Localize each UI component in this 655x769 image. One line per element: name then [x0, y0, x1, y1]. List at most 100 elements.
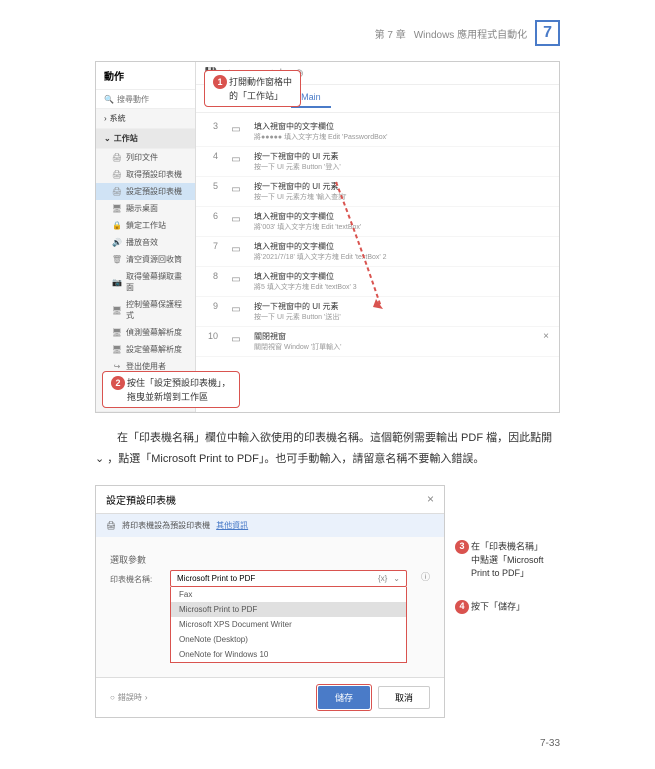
action-icon: ▭ — [228, 151, 244, 167]
flow-item[interactable]: 4 ▭ 按一下視窗中的 UI 元素 按一下 UI 元素 Button '登入' — [196, 147, 559, 177]
group-system[interactable]: 系統 — [96, 109, 195, 129]
flow-num: 10 — [206, 331, 218, 341]
flow-title: 按一下視窗中的 UI 元素 — [254, 181, 549, 192]
sidebar-item-get-printer[interactable]: 🖨取得預設印表機 — [96, 166, 195, 183]
lock-icon: 🔒 — [112, 221, 122, 231]
field-label: 印表機名稱: — [110, 570, 160, 585]
action-icon: ▭ — [228, 181, 244, 197]
dropdown-option[interactable]: Fax — [171, 587, 406, 602]
variable-icon[interactable]: {x} — [378, 574, 387, 583]
dropdown-option[interactable]: OneNote (Desktop) — [171, 632, 406, 647]
flow-num: 7 — [206, 241, 218, 251]
sidebar-item-desktop[interactable]: 🖥顯示桌面 — [96, 200, 195, 217]
camera-icon: 📷 — [112, 277, 122, 287]
flow-num: 9 — [206, 301, 218, 311]
header-title: Windows 應用程式自動化 — [414, 26, 527, 41]
screen-icon: 🖥 — [112, 305, 122, 315]
flow-title: 填入視窗中的文字欄位 — [254, 211, 549, 222]
flow-title: 按一下視窗中的 UI 元素 — [254, 301, 549, 312]
flow-title: 關閉視窗 — [254, 331, 533, 342]
sound-icon: 🔊 — [112, 238, 122, 248]
flow-num: 8 — [206, 271, 218, 281]
flow-title: 填入視窗中的文字欄位 — [254, 241, 549, 252]
flow-desc: 將'003' 填入文字方塊 Edit 'textBox' — [254, 222, 549, 232]
flow-num: 4 — [206, 151, 218, 161]
dialog-title: 設定預設印表機 — [106, 492, 176, 507]
trash-icon: 🗑 — [112, 255, 122, 265]
flow-item[interactable]: 3 ▭ 填入視窗中的文字欄位 將●●●●● 填入文字方塊 Edit 'Passw… — [196, 117, 559, 147]
sidebar-item-sound[interactable]: 🔊播放音效 — [96, 234, 195, 251]
dropdown-option[interactable]: OneNote for Windows 10 — [171, 647, 406, 662]
close-icon[interactable]: × — [543, 331, 549, 342]
sidebar-item-recycle[interactable]: 🗑清空資源回收筒 — [96, 251, 195, 268]
info-bar: 🖨 將印表機設為預設印表機 其他資訊 — [96, 514, 444, 537]
search-icon: 🔍 — [104, 94, 114, 104]
logout-icon: ↪ — [112, 362, 122, 372]
sidebar-item-screenshot[interactable]: 📷取得螢幕擷取畫面 — [96, 268, 195, 296]
flow-item[interactable]: 5 ▭ 按一下視窗中的 UI 元素 按一下 UI 元素方塊 '輸入查詢' — [196, 177, 559, 207]
chevron-right-icon — [104, 114, 107, 123]
close-icon[interactable]: × — [427, 492, 434, 507]
callout-num-1: 1 — [213, 75, 227, 89]
flow-item[interactable]: 8 ▭ 填入視窗中的文字欄位 將5 填入文字方塊 Edit 'textBox' … — [196, 267, 559, 297]
dropdown-option[interactable]: Microsoft XPS Document Writer — [171, 617, 406, 632]
flow-desc: 按一下 UI 元素 Button '登入' — [254, 162, 549, 172]
sidebar-item-set-res[interactable]: 🖥設定螢幕解析度 — [96, 341, 195, 358]
chapter-label: 第 7 章 — [375, 26, 406, 41]
action-icon: ▭ — [228, 271, 244, 287]
sidebar-item-print[interactable]: 🖨列印文件 — [96, 149, 195, 166]
flow-item[interactable]: 10 ▭ 關閉視窗 關閉視窗 Window '訂單輸入' × — [196, 327, 559, 357]
section-label: 選取參數 — [110, 553, 430, 566]
callout-2: 2按住「設定預設印表機」， 拖曳並新增到工作區 — [102, 371, 240, 408]
screenshot-printer-dialog: 設定預設印表機 × 🖨 將印表機設為預設印表機 其他資訊 選取參數 印表機名稱:… — [95, 485, 445, 718]
save-button[interactable]: 儲存 — [318, 686, 370, 709]
chevron-down-icon[interactable]: ⌄ — [393, 574, 400, 583]
flow-desc: 將'2021/7/18' 填入文字方塊 Edit 'textBox' 2 — [254, 252, 549, 262]
dropdown-option[interactable]: Microsoft Print to PDF — [171, 602, 406, 617]
group-workstation[interactable]: 工作站 — [96, 129, 195, 149]
flow-title: 填入視窗中的文字欄位 — [254, 271, 549, 282]
sidebar-item-detect-res[interactable]: 🖥偵測螢幕解析度 — [96, 324, 195, 341]
printer-combo[interactable]: Microsoft Print to PDF {x} ⌄ — [170, 570, 407, 587]
flow-item[interactable]: 6 ▭ 填入視窗中的文字欄位 將'003' 填入文字方塊 Edit 'textB… — [196, 207, 559, 237]
desktop-icon: 🖥 — [112, 204, 122, 214]
flow-main-area: 💾 ▷ □ ▷| ◉ 子流程 ⌄ Main 3 ▭ 填入視窗中的文字欄位 將●●… — [196, 62, 559, 412]
screen-icon: 🖥 — [112, 328, 122, 338]
printer-name-field: 印表機名稱: Microsoft Print to PDF {x} ⌄ FaxM… — [110, 570, 430, 663]
page-header: 第 7 章 Windows 應用程式自動化 7 — [95, 20, 560, 46]
search-row: 🔍 — [96, 90, 195, 109]
printer-icon: 🖨 — [112, 170, 122, 180]
printer-icon: 🖨 — [106, 521, 116, 530]
printer-dropdown: FaxMicrosoft Print to PDFMicrosoft XPS D… — [170, 587, 407, 663]
dialog-header: 設定預設印表機 × — [96, 486, 444, 514]
sidebar-item-screensaver[interactable]: 🖥控制螢幕保護程式 — [96, 296, 195, 324]
flow-item[interactable]: 9 ▭ 按一下視窗中的 UI 元素 按一下 UI 元素 Button '送出' — [196, 297, 559, 327]
flow-num: 6 — [206, 211, 218, 221]
chevron-down-icon — [104, 134, 111, 143]
action-icon: ▭ — [228, 331, 244, 347]
flow-num: 3 — [206, 121, 218, 131]
page-number: 7-33 — [95, 738, 560, 749]
flow-desc: 按一下 UI 元素方塊 '輸入查詢' — [254, 192, 549, 202]
sidebar-item-set-printer[interactable]: 🖨設定預設印表機 — [96, 183, 195, 200]
error-icon: ○ — [110, 693, 115, 702]
action-icon: ▭ — [228, 301, 244, 317]
sidebar-item-lock[interactable]: 🔒鎖定工作站 — [96, 217, 195, 234]
annotation-3: 3在「印表機名稱」 中點選「Microsoft Print to PDF」 — [455, 540, 544, 581]
info-link[interactable]: 其他資訊 — [216, 520, 248, 531]
action-icon: ▭ — [228, 121, 244, 137]
flow-desc: 將●●●●● 填入文字方塊 Edit 'PasswordBox' — [254, 132, 549, 142]
flow-item[interactable]: 7 ▭ 填入視窗中的文字欄位 將'2021/7/18' 填入文字方塊 Edit … — [196, 237, 559, 267]
flow-desc: 將5 填入文字方塊 Edit 'textBox' 3 — [254, 282, 549, 292]
screen-icon: 🖥 — [112, 345, 122, 355]
info-icon[interactable]: ⓘ — [421, 570, 430, 583]
flow-list: 3 ▭ 填入視窗中的文字欄位 將●●●●● 填入文字方塊 Edit 'Passw… — [196, 113, 559, 412]
dialog-body: 選取參數 印表機名稱: Microsoft Print to PDF {x} ⌄… — [96, 537, 444, 677]
cancel-button[interactable]: 取消 — [378, 686, 430, 709]
flow-title: 按一下視窗中的 UI 元素 — [254, 151, 549, 162]
error-section[interactable]: ○ 錯誤時 — [110, 692, 148, 703]
screenshot-actions-panel: 動作 🔍 系統 工作站 🖨列印文件 🖨取得預設印表機 🖨設定預設印表機 🖥顯示桌… — [95, 61, 560, 413]
annotation-4: 4按下「儲存」 — [455, 600, 525, 614]
flow-title: 填入視窗中的文字欄位 — [254, 121, 549, 132]
callout-num-2: 2 — [111, 376, 125, 390]
